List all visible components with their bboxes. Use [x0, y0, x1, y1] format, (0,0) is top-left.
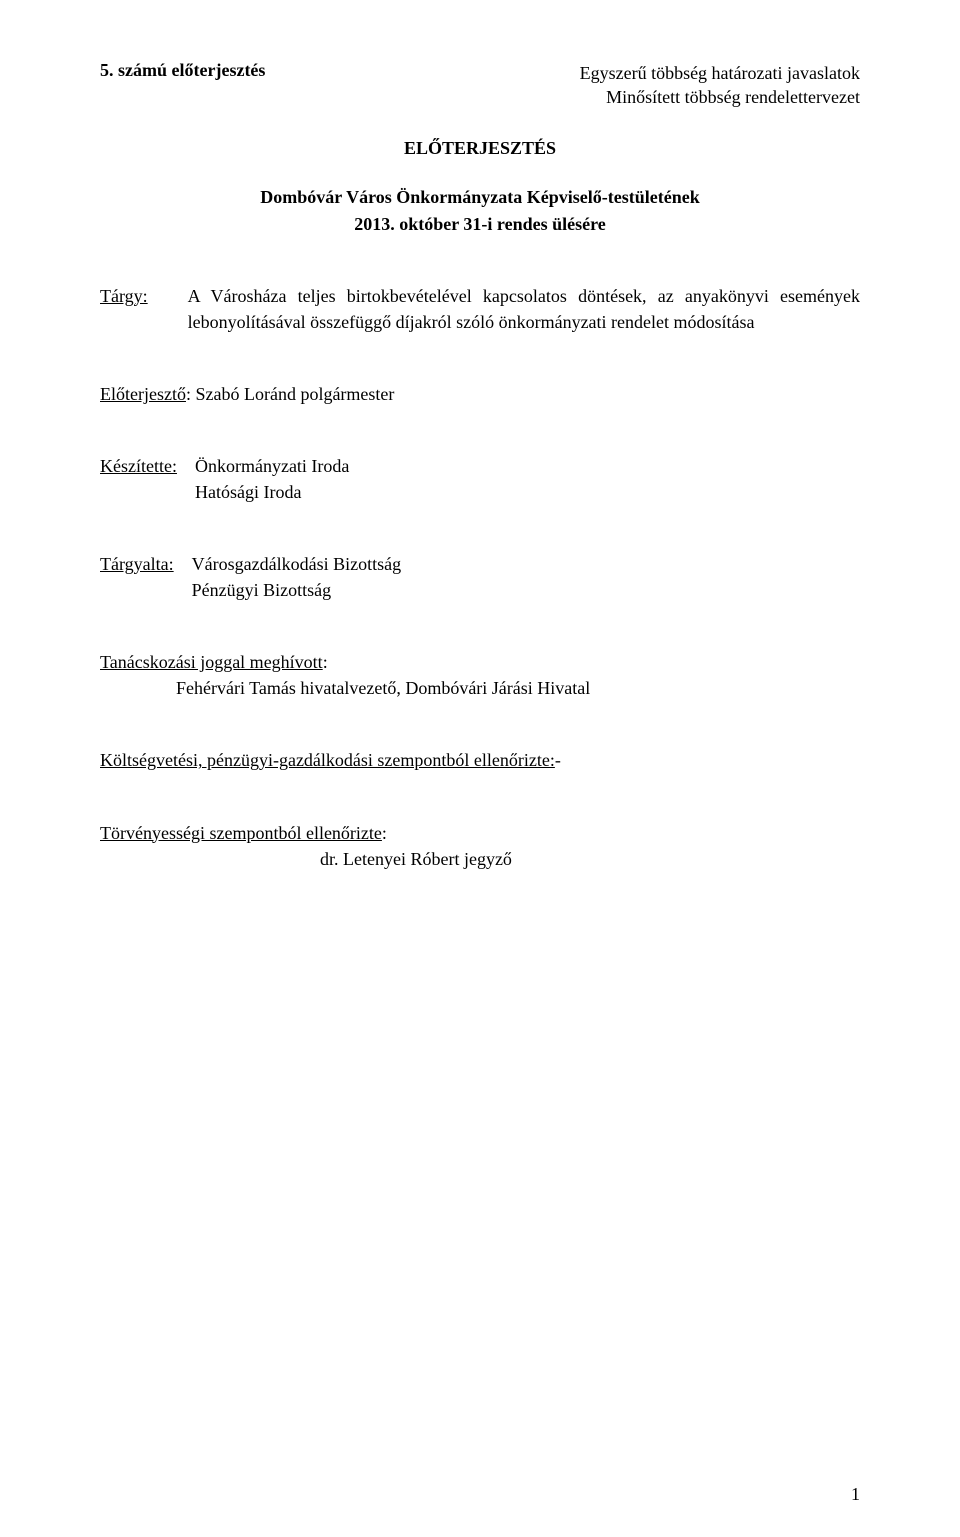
invited-label: Tanácskozási joggal meghívott [100, 652, 323, 672]
legal-block: Törvényességi szempontból ellenőrizte: d… [100, 820, 860, 872]
targy-block: Tárgy: A Városháza teljes birtokbevételé… [100, 283, 860, 335]
keszitette-line1: Önkormányzati Iroda [195, 453, 860, 479]
targyalta-line2: Pénzügyi Bizottság [192, 577, 860, 603]
council-line: Dombóvár Város Önkormányzata Képviselő-t… [100, 187, 860, 208]
targyalta-content: Városgazdálkodási Bizottság Pénzügyi Biz… [192, 551, 860, 603]
targyalta-label: Tárgyalta: [100, 551, 174, 603]
keszitette-block: Készítette: Önkormányzati Iroda Hatósági… [100, 453, 860, 505]
invited-block: Tanácskozási joggal meghívott: Fehérvári… [100, 649, 860, 701]
legal-colon: : [382, 823, 387, 843]
keszitette-label: Készítette: [100, 453, 177, 505]
cost-value: - [555, 750, 561, 770]
page-title: ELŐTERJESZTÉS [100, 138, 860, 159]
targyalta-block: Tárgyalta: Városgazdálkodási Bizottság P… [100, 551, 860, 603]
targy-label: Tárgy: [100, 283, 148, 335]
page-number: 1 [851, 1484, 860, 1505]
invited-colon: : [323, 652, 328, 672]
cost-label: Költségvetési, pénzügyi-gazdálkodási sze… [100, 750, 555, 770]
header-right-line2: Minősített többség rendelettervezet [606, 87, 860, 107]
eloterjeszto-value: : Szabó Loránd polgármester [186, 384, 394, 404]
eloterjeszto-label: Előterjesztő [100, 384, 186, 404]
legal-label: Törvényességi szempontból ellenőrizte [100, 823, 382, 843]
keszitette-content: Önkormányzati Iroda Hatósági Iroda [195, 453, 860, 505]
date-line: 2013. október 31-i rendes ülésére [100, 214, 860, 235]
cost-block: Költségvetési, pénzügyi-gazdálkodási sze… [100, 747, 860, 773]
targyalta-line1: Városgazdálkodási Bizottság [192, 551, 860, 577]
header-right-line1: Egyszerű többség határozati javaslatok [580, 63, 860, 83]
eloterjeszto-block: Előterjesztő: Szabó Loránd polgármester [100, 381, 860, 407]
keszitette-line2: Hatósági Iroda [195, 479, 860, 505]
legal-value: dr. Letenyei Róbert jegyző [320, 849, 512, 869]
invited-value: Fehérvári Tamás hivatalvezető, Dombóvári… [176, 678, 590, 698]
targy-content: A Városháza teljes birtokbevételével kap… [188, 283, 860, 335]
